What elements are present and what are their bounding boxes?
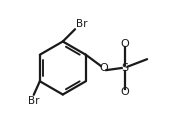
Text: O: O	[99, 63, 108, 73]
Text: O: O	[120, 87, 129, 97]
Text: Br: Br	[28, 95, 39, 106]
Text: O: O	[120, 39, 129, 49]
Text: Br: Br	[76, 18, 87, 29]
Text: S: S	[121, 63, 128, 73]
